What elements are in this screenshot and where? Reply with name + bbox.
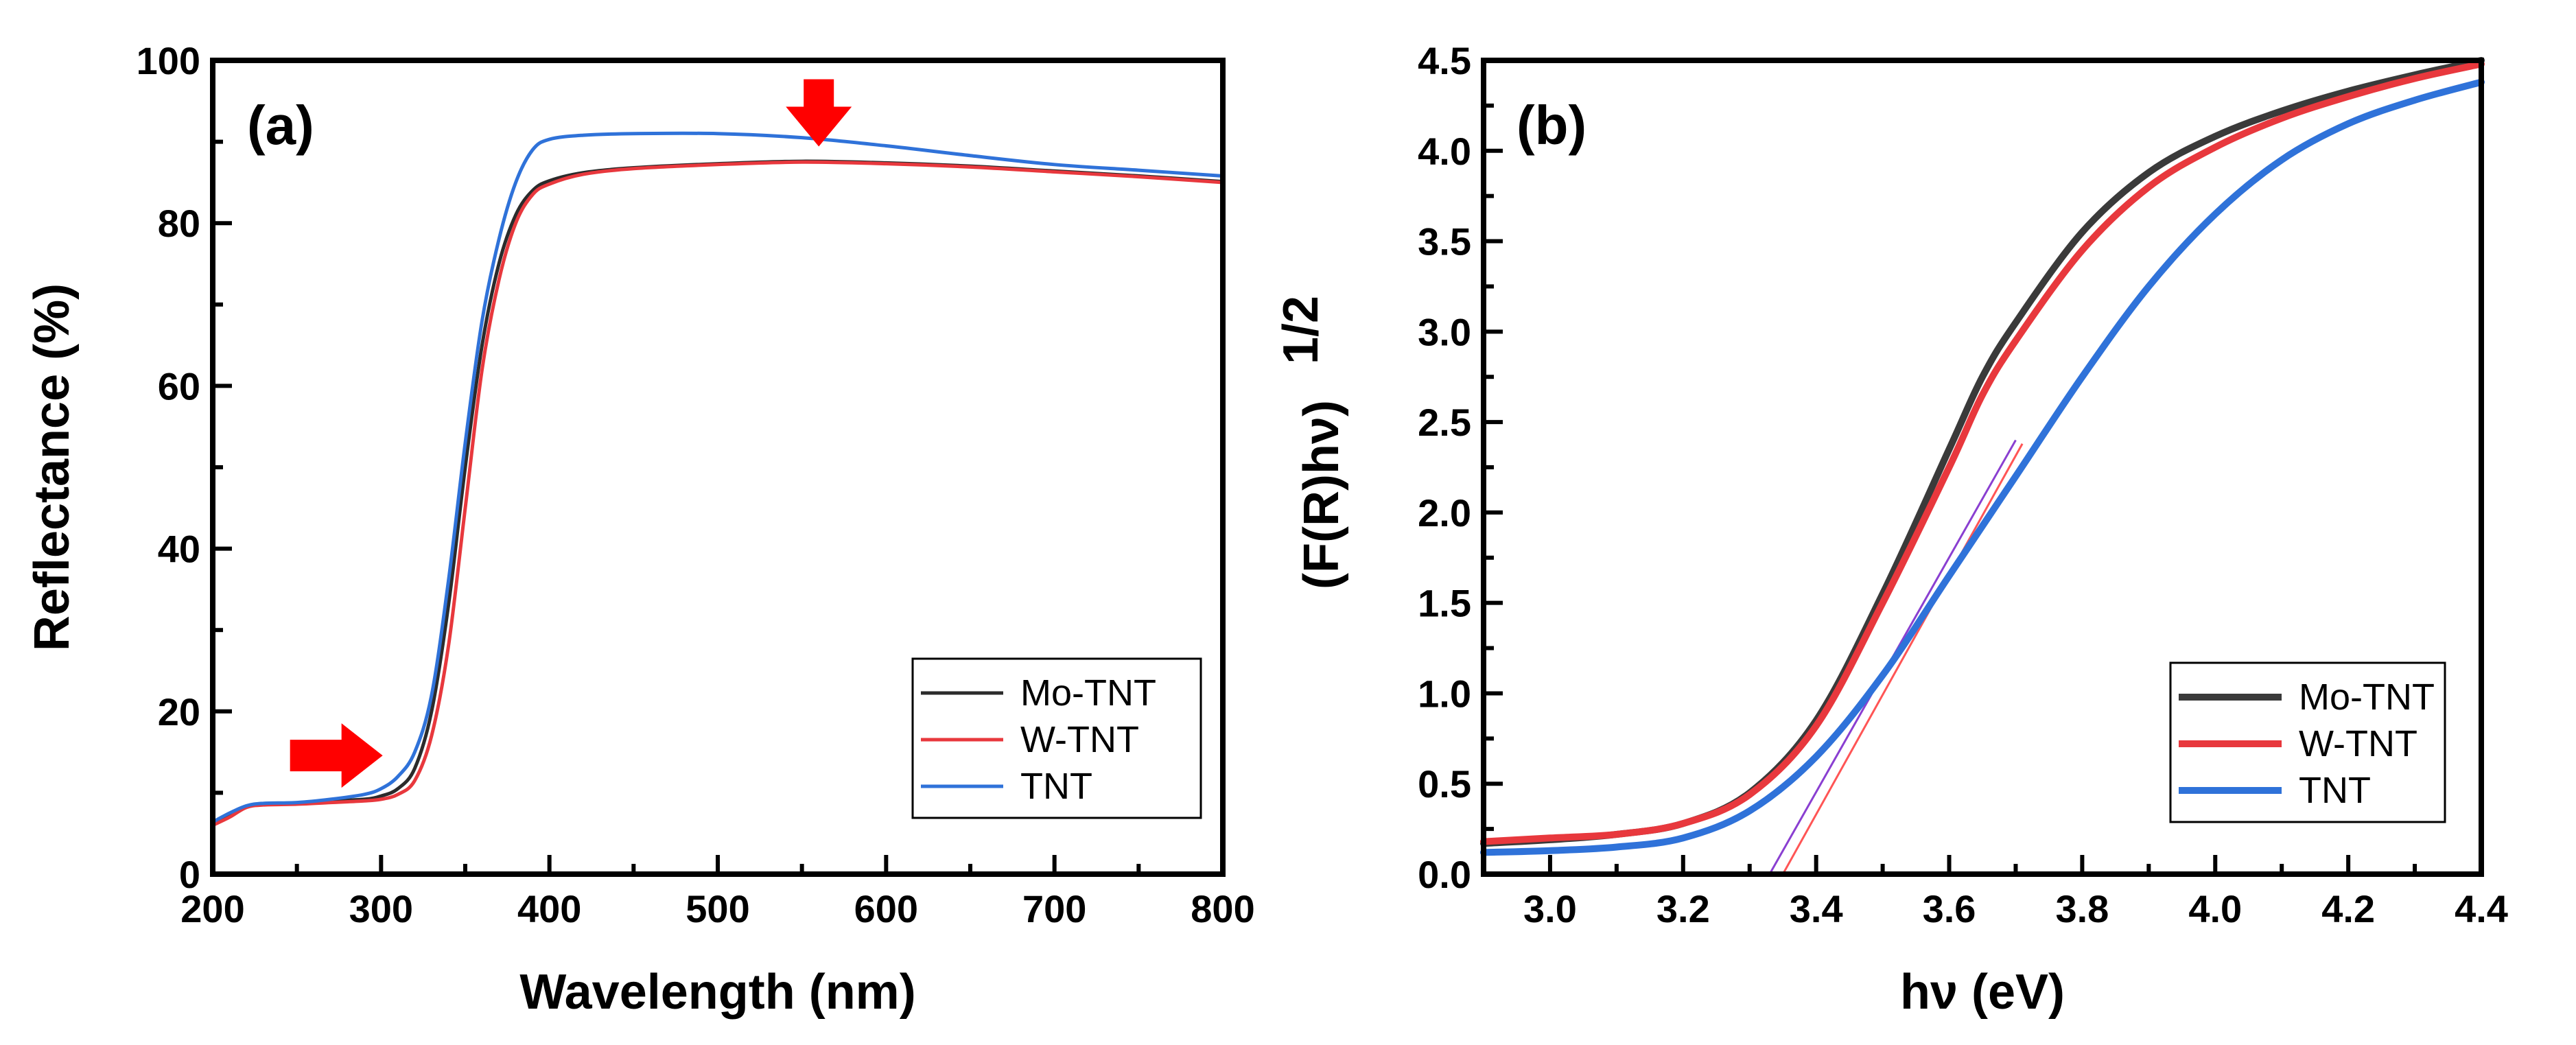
panel-b-x-axis-title: hν (eV) <box>1900 965 2065 1020</box>
legend-label: W-TNT <box>1020 719 1139 760</box>
y-tick-label: 1.0 <box>1418 672 1471 715</box>
panel-a-annotations <box>290 79 852 788</box>
series-line-tnt <box>1480 78 2485 856</box>
panel-a-x-axis-title: Wavelength (nm) <box>519 965 915 1020</box>
series-line-w-tnt <box>211 160 1225 827</box>
x-tick-label: 600 <box>854 887 918 930</box>
panel-b-label: (b) <box>1517 95 1586 156</box>
y-tick-label: 0.5 <box>1418 762 1471 806</box>
x-tick-label: 3.4 <box>1790 887 1843 930</box>
y-tick-label: 20 <box>158 690 200 733</box>
panel-a-gridlines-and-ticks: 200 300 400 500 600 700 800 0 20 40 60 80 100 <box>137 39 1255 930</box>
legend-label: W-TNT <box>2299 723 2417 764</box>
x-tick-label: 3.2 <box>1656 887 1710 930</box>
legend-label: TNT <box>1020 766 1092 807</box>
x-tick-label: 4.0 <box>2188 887 2242 930</box>
y-tick-label: 60 <box>158 364 200 408</box>
x-tick-label: 4.4 <box>2455 887 2508 930</box>
x-tick-label: 700 <box>1022 887 1086 930</box>
x-tick-label: 200 <box>180 887 244 930</box>
x-tick-label: 3.0 <box>1523 887 1577 930</box>
panel-a-plot-frame <box>210 58 1226 877</box>
y-tick-label: 3.0 <box>1418 310 1471 353</box>
x-tick-label: 3.6 <box>1923 887 1976 930</box>
panel-b-tauc-chart: 3.0 3.2 3.4 3.6 3.8 4.0 4.2 4.4 0.0 0.5 1.0 1.5 2.0 2… <box>1274 39 2508 1020</box>
y-tick-label: 4.0 <box>1418 130 1471 173</box>
y-tick-label: 2.0 <box>1418 491 1471 535</box>
legend-label: Mo-TNT <box>2299 677 2435 718</box>
panel-b-gridlines-and-ticks: 3.0 3.2 3.4 3.6 3.8 4.0 4.2 4.4 0.0 0.5 1.0 1.5 2.0 2… <box>1418 39 2508 930</box>
y-tick-label: 4.5 <box>1418 39 1471 82</box>
panel-b-legend: Mo-TNT W-TNT TNT <box>2169 661 2446 823</box>
y-tick-label: 2.5 <box>1418 401 1471 444</box>
panel-b-series <box>1480 57 2485 856</box>
legend-label: Mo-TNT <box>1020 672 1156 714</box>
y-tick-label: 0.0 <box>1418 853 1471 896</box>
y-tick-label: 80 <box>158 202 200 245</box>
y-tick-label: 40 <box>158 528 200 571</box>
arrow-down-icon <box>786 79 852 147</box>
panel-a-label: (a) <box>247 95 314 156</box>
y-tick-label: 3.5 <box>1418 220 1471 263</box>
panel-b-y-axis-title: (F(R)hν) <box>1294 400 1349 589</box>
panel-b-y-axis-superscript: 1/2 <box>1274 296 1328 364</box>
panel-a-reflectance-chart: 200 300 400 500 600 700 800 0 20 40 60 80 100 (a) Wa… <box>25 39 1255 1020</box>
panel-a-series <box>211 131 1225 827</box>
panel-a-legend: Mo-TNT W-TNT TNT <box>911 657 1202 819</box>
tangent-fit-line <box>1781 443 2024 875</box>
arrow-right-icon <box>290 723 383 788</box>
y-tick-label: 0 <box>179 853 200 896</box>
y-tick-label: 1.5 <box>1418 582 1471 625</box>
series-line-tnt <box>211 131 1225 824</box>
x-tick-label: 300 <box>349 887 413 930</box>
x-tick-label: 500 <box>686 887 749 930</box>
panel-a-y-axis-title: Reflectance (%) <box>25 283 80 651</box>
y-tick-label: 100 <box>137 39 200 82</box>
x-tick-label: 400 <box>517 887 581 930</box>
x-tick-label: 800 <box>1191 887 1254 930</box>
x-tick-label: 3.8 <box>2055 887 2109 930</box>
x-tick-label: 4.2 <box>2321 887 2375 930</box>
panel-b-plot-frame <box>1481 58 2484 877</box>
series-line-w-tnt <box>1480 60 2485 845</box>
legend-label: TNT <box>2299 770 2371 811</box>
